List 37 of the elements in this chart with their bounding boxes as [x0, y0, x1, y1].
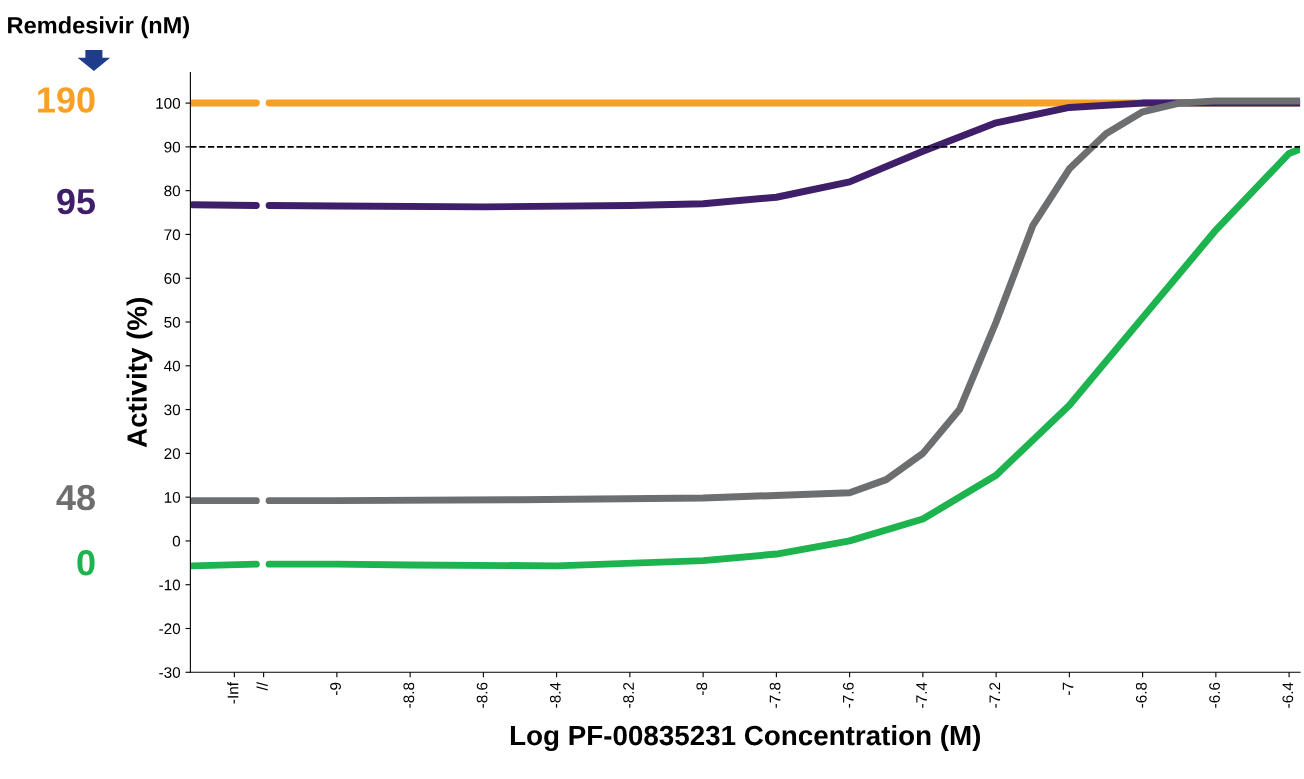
x-tick-label: //	[256, 682, 268, 691]
text: 0	[77, 550, 95, 576]
x-tick-label: -8.2	[623, 682, 634, 708]
x-tick-label: -Inf	[227, 681, 239, 704]
text: 48	[56, 484, 95, 511]
x-tick-label: -8.6	[476, 682, 488, 708]
x-tick-label: -6.6	[1209, 682, 1220, 708]
y-tick-label: -20	[159, 623, 181, 635]
x-tick-label: -7.4	[916, 682, 927, 708]
y-tick-label: 100	[156, 97, 181, 109]
y-tick-label: 60	[164, 273, 181, 284]
x-axis-title: Log PF-00835231 Concentration (M)	[510, 724, 981, 751]
x-tick-label: -8	[696, 682, 708, 695]
y-tick-label: 50	[164, 316, 181, 328]
y-tick-label: 70	[164, 229, 181, 241]
y-tick-label: 0	[172, 535, 181, 547]
y-tick-label: 30	[164, 404, 181, 416]
y-tick-label: 40	[164, 360, 181, 372]
y-tick-label: -10	[159, 579, 181, 591]
text: 190	[38, 87, 95, 113]
y-tick-label: 80	[164, 185, 181, 197]
x-tick-label: -8.4	[549, 682, 561, 708]
x-tick-label: -7.6	[842, 682, 854, 708]
x-tick-label: -7	[1062, 682, 1074, 695]
x-tick-label: -9	[330, 682, 341, 695]
x-tick-label: -7.8	[769, 682, 781, 708]
y-tick-label: 90	[164, 141, 181, 153]
y-tick-label: -30	[159, 667, 181, 678]
x-tick-label: -7.2	[989, 682, 1001, 708]
x-tick-label: -6.8	[1135, 682, 1147, 708]
y-tick-label: 20	[164, 448, 181, 460]
text: 95	[57, 188, 96, 215]
legend-title: Remdesivir (nM)	[8, 16, 190, 39]
y-axis-title: Activity (%)	[126, 298, 153, 448]
x-tick-label: -6.4	[1282, 682, 1294, 708]
y-tick-label: 10	[164, 492, 181, 503]
x-tick-label: -8.8	[403, 682, 415, 708]
